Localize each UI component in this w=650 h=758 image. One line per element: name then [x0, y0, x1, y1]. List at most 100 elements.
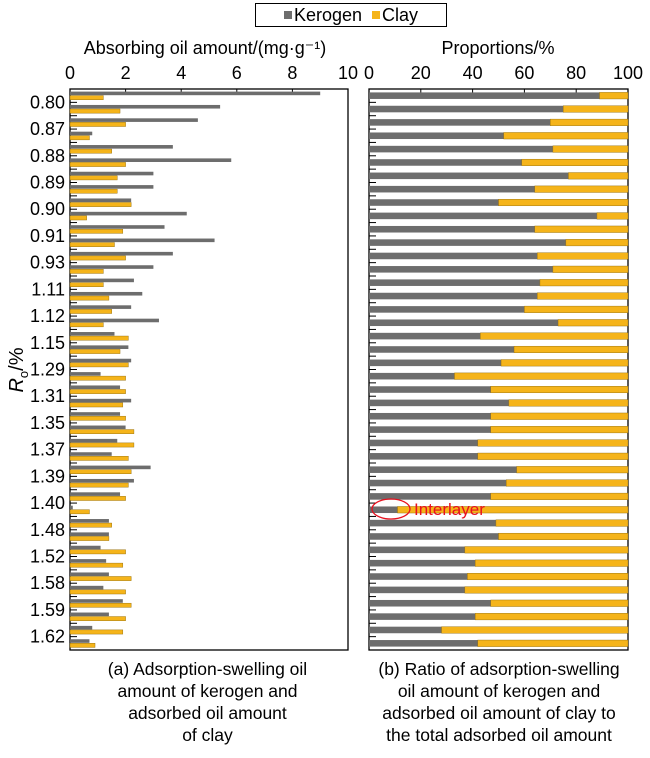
clay-bar	[69, 576, 132, 581]
y-tick-label: 1.62	[30, 627, 65, 647]
panel-a-x-tick-label: 2	[121, 63, 131, 83]
y-axis-label-symbol: R	[6, 378, 28, 392]
kerogen-proportion-bar	[369, 319, 559, 327]
clay-bar	[69, 482, 129, 488]
clay-bar	[69, 509, 90, 515]
kerogen-proportion-bar	[369, 546, 465, 554]
panel-b-caption-line: adsorbed oil amount of clay to	[382, 703, 616, 723]
clay-bar	[69, 616, 126, 621]
kerogen-bar	[70, 104, 221, 109]
kerogen-proportion-bar	[369, 185, 535, 193]
kerogen-proportion-bar	[369, 212, 597, 220]
panel-a-x-tick-label: 6	[232, 63, 242, 83]
kerogen-bar	[70, 225, 165, 229]
y-tick-label: 0.91	[30, 226, 65, 246]
clay-bar	[69, 496, 126, 501]
clay-proportion-bar	[498, 532, 629, 540]
clay-proportion-bar	[537, 292, 629, 300]
clay-proportion-bar	[490, 599, 629, 607]
kerogen-bar	[70, 91, 321, 96]
kerogen-proportion-bar	[369, 506, 398, 514]
clay-bar	[69, 389, 126, 394]
kerogen-proportion-bar	[369, 145, 553, 153]
kerogen-proportion-bar	[369, 159, 522, 166]
y-tick-label: 1.37	[30, 440, 65, 460]
kerogen-proportion-bar	[369, 292, 538, 300]
clay-bar	[69, 602, 132, 608]
kerogen-proportion-bar	[369, 199, 499, 206]
clay-bar	[69, 322, 104, 328]
clay-proportion-bar	[477, 452, 629, 460]
kerogen-proportion-bar	[369, 626, 442, 634]
clay-proportion-bar	[568, 172, 629, 180]
kerogen-bar	[70, 318, 159, 323]
clay-bar	[69, 228, 124, 234]
clay-bar	[69, 469, 132, 475]
kerogen-bar	[70, 238, 215, 243]
clay-proportion-bar	[565, 239, 629, 247]
y-tick-label: 1.15	[30, 333, 65, 353]
panel-a-caption-line: of clay	[182, 725, 233, 745]
clay-bar	[69, 362, 129, 368]
clay-proportion-bar	[477, 639, 629, 647]
clay-bar	[69, 255, 126, 261]
clay-proportion-bar	[454, 372, 629, 380]
clay-bar	[69, 162, 126, 167]
clay-bar	[69, 375, 126, 381]
kerogen-bar	[70, 519, 109, 523]
kerogen-bar	[70, 185, 154, 189]
clay-bar	[69, 549, 126, 555]
clay-proportion-bar	[552, 265, 629, 273]
legend-swatch-clay	[372, 11, 381, 19]
kerogen-bar	[70, 372, 101, 376]
panel-b-caption-line: (b) Ratio of adsorption-swelling	[378, 659, 620, 679]
figure: Absorbing oil amount/(mg·g⁻¹) 0 2 4 6 8 10 0.…	[6, 38, 643, 651]
clay-bar	[69, 562, 124, 568]
clay-proportion-bar	[490, 386, 629, 394]
kerogen-proportion-bar	[369, 559, 476, 567]
y-tick-label: 0.90	[30, 199, 65, 219]
kerogen-proportion-bar	[369, 573, 468, 580]
clay-proportion-bar	[464, 546, 629, 554]
kerogen-bar	[70, 305, 132, 309]
y-tick-label: 1.59	[30, 600, 65, 620]
clay-bar	[69, 269, 104, 274]
kerogen-bar	[70, 572, 109, 577]
clay-bar	[69, 589, 126, 595]
kerogen-bar	[70, 158, 232, 162]
panel-a-caption-line: amount of kerogen and	[117, 681, 298, 701]
panel-b-bars	[369, 92, 629, 647]
panel-a-x-tick-label: 0	[65, 63, 75, 83]
y-axis-label-subscript: o	[16, 371, 31, 378]
kerogen-proportion-bar	[369, 453, 478, 460]
kerogen-bar	[70, 625, 93, 630]
kerogen-bar	[70, 425, 126, 430]
legend-item-clay: Clay	[372, 5, 418, 26]
y-tick-label: 1.40	[30, 493, 65, 513]
interlayer-highlight-ellipse	[371, 498, 411, 520]
kerogen-bar	[70, 585, 104, 590]
y-tick-label: 0.89	[30, 173, 65, 193]
y-tick-label: 1.11	[31, 279, 65, 299]
panel-a-bars	[69, 91, 321, 648]
panel-a-caption-line: adsorbed oil amount	[128, 703, 287, 723]
kerogen-proportion-bar	[369, 279, 540, 286]
panel-b-axis-title: Proportions/%	[441, 38, 554, 58]
kerogen-proportion-bar	[369, 105, 564, 113]
kerogen-bar	[70, 332, 115, 336]
panel-b-x-ticks: 0 20 40 60 80 100	[364, 63, 643, 95]
y-tick-label: 0.80	[30, 92, 65, 112]
kerogen-bar	[70, 438, 118, 443]
clay-bar	[69, 335, 129, 341]
kerogen-bar	[70, 505, 73, 510]
kerogen-bar	[70, 492, 121, 496]
kerogen-proportion-bar	[369, 426, 491, 433]
kerogen-proportion-bar	[369, 386, 491, 393]
panel-b-x-tick-label: 100	[613, 63, 643, 83]
kerogen-proportion-bar	[369, 252, 538, 260]
kerogen-bar	[70, 211, 187, 216]
clay-bar	[69, 95, 104, 100]
y-tick-label: 1.58	[30, 573, 65, 593]
kerogen-proportion-bar	[369, 132, 504, 140]
panel-a-x-tick-label: 8	[287, 63, 297, 83]
